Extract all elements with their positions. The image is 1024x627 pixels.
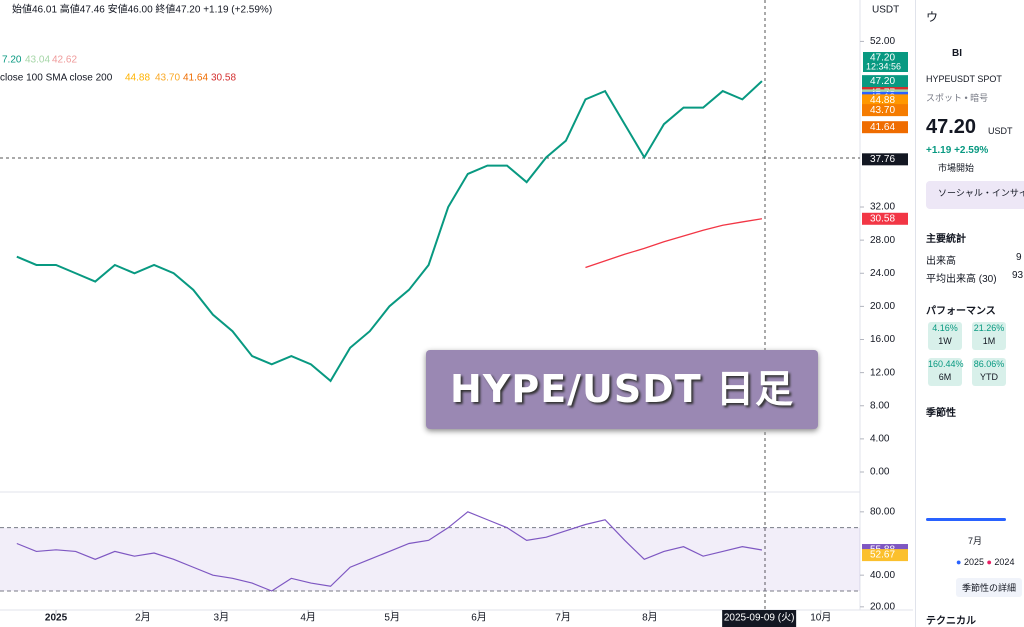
top-badge-price: 47.20 xyxy=(870,53,895,64)
price: 47.20 xyxy=(926,116,977,138)
stat-value: 9 xyxy=(1016,252,1022,263)
season-month: 7月 xyxy=(968,536,983,546)
rsi-band xyxy=(0,527,860,591)
x-tick-label: 3月 xyxy=(214,612,230,624)
y-tick-label: 0.00 xyxy=(870,467,890,478)
rsi-tick-label: 80.00 xyxy=(870,506,895,517)
insight[interactable]: ソーシャル・インサイト xyxy=(938,188,1024,198)
top-badge-time: 12:34:56 xyxy=(866,61,901,71)
y-tick-label: 16.00 xyxy=(870,334,895,345)
price-badge xyxy=(862,75,908,88)
price-badge-label: 41.64 xyxy=(870,122,895,133)
exchange: BI xyxy=(952,48,962,59)
perf-period: 1M xyxy=(982,336,996,346)
season-line xyxy=(926,518,1006,521)
legend-item: 2025 xyxy=(963,557,984,567)
stats-title: 主要統計 xyxy=(926,234,966,245)
banner: HYPE/USDT 日足 xyxy=(426,350,818,429)
perf-period: YTD xyxy=(980,372,998,382)
ind2-name: close 100 SMA close 200 xyxy=(0,73,113,84)
perf-title: パフォーマンス xyxy=(926,306,996,317)
x-tick-label: 6月 xyxy=(471,612,487,624)
price-badge xyxy=(862,94,908,107)
price-badge-label: 43.70 xyxy=(870,105,895,116)
x-tick-label: 2025-09-09 (火) xyxy=(724,612,795,624)
price-badge-label: 44.88 xyxy=(870,95,895,106)
season-button[interactable]: 季節性の詳細 xyxy=(956,578,1023,597)
sidebar: ウ BI HYPEUSDT SPOT スポット • 暗号 47.20 USDT … xyxy=(915,0,1024,627)
perf-value: 4.16% xyxy=(932,323,958,333)
ind1: 43.04 xyxy=(25,55,50,66)
x-tick-label: 4月 xyxy=(300,612,316,624)
price-badge xyxy=(862,549,908,562)
currency[interactable]: USDT xyxy=(872,5,899,16)
unit: USDT xyxy=(988,126,1013,136)
rsi-tick-label: 20.00 xyxy=(870,601,895,612)
ind2: 44.88 xyxy=(125,73,150,84)
stat-label: 出来高 xyxy=(926,256,956,267)
ind2: 30.58 xyxy=(211,73,236,84)
y-tick-label: 28.00 xyxy=(870,235,895,246)
x-tick-label: 5月 xyxy=(384,612,400,624)
perf-period: 1W xyxy=(938,336,952,346)
perf-value: 86.06% xyxy=(973,359,1005,369)
stat-value: 93 xyxy=(1012,270,1024,281)
x-tick-label: 10月 xyxy=(810,612,831,624)
rsi-line xyxy=(16,511,763,592)
y-tick-label: 24.00 xyxy=(870,268,895,279)
price-badge xyxy=(862,104,908,117)
y-tick-label: 8.00 xyxy=(870,400,890,411)
y-tick-label: 32.00 xyxy=(870,202,895,213)
perf-tile: 4.16% 1W xyxy=(928,322,962,350)
x-tick-label: 8月 xyxy=(642,612,658,624)
season-legend: ● 2025 ● 2024 xyxy=(956,557,1015,567)
stat-label: 平均出来高 (30) xyxy=(926,274,997,285)
x-tick-label: 2025 xyxy=(45,613,68,624)
x-crosshair-badge xyxy=(722,610,797,627)
price-line xyxy=(585,218,763,269)
legend-item: 2024 xyxy=(994,557,1015,567)
price-badge-label: 47.20 xyxy=(870,76,895,87)
kind: スポット • 暗号 xyxy=(926,93,989,103)
ind2: 43.70 xyxy=(155,73,180,84)
price-badge xyxy=(862,121,908,134)
top-badge xyxy=(863,52,908,72)
price-line xyxy=(16,80,763,383)
x-tick-label: 7月 xyxy=(555,612,571,624)
symbol: HYPEUSDT SPOT xyxy=(926,74,1002,84)
perf-tile: 21.26% 1M xyxy=(972,322,1006,350)
chart: 始値46.01 高値47.46 安値46.00 終値47.20 +1.19 (+… xyxy=(0,0,913,627)
x-tick-label: 2月 xyxy=(135,612,151,624)
y-tick-label: 4.00 xyxy=(870,434,890,445)
change: +1.19 +2.59% xyxy=(926,145,989,156)
tab[interactable]: ウ xyxy=(926,10,939,24)
ind1: 7.20 xyxy=(2,55,22,66)
y-tick-label: 52.00 xyxy=(870,36,895,47)
ohlc: 始値46.01 高値47.46 安値46.00 終値47.20 +1.19 (+… xyxy=(12,3,272,16)
price-badge-label: 37.76 xyxy=(870,154,895,165)
perf-value: 21.26% xyxy=(973,323,1005,333)
season-title: 季節性 xyxy=(926,408,956,419)
price-badge xyxy=(862,153,908,166)
price-badge xyxy=(862,212,908,225)
y-tick-label: 12.00 xyxy=(870,367,895,378)
status: 市場開始 xyxy=(938,163,975,173)
perf-tile: 160.44% 6M xyxy=(928,358,964,386)
insight-bg[interactable] xyxy=(926,181,1024,209)
perf-value: 160.44% xyxy=(928,359,964,369)
tech-title: テクニカル xyxy=(926,616,976,627)
perf-period: 6M xyxy=(938,372,952,382)
ind2: 41.64 xyxy=(183,73,208,84)
perf-tile: 86.06% YTD xyxy=(972,358,1006,386)
price-badge-label: 52.67 xyxy=(870,550,895,561)
rsi-tick-label: 40.00 xyxy=(870,570,895,581)
y-tick-label: 20.00 xyxy=(870,301,895,312)
price-badge-label: 30.58 xyxy=(870,213,895,224)
ind1: 42.62 xyxy=(52,55,77,66)
